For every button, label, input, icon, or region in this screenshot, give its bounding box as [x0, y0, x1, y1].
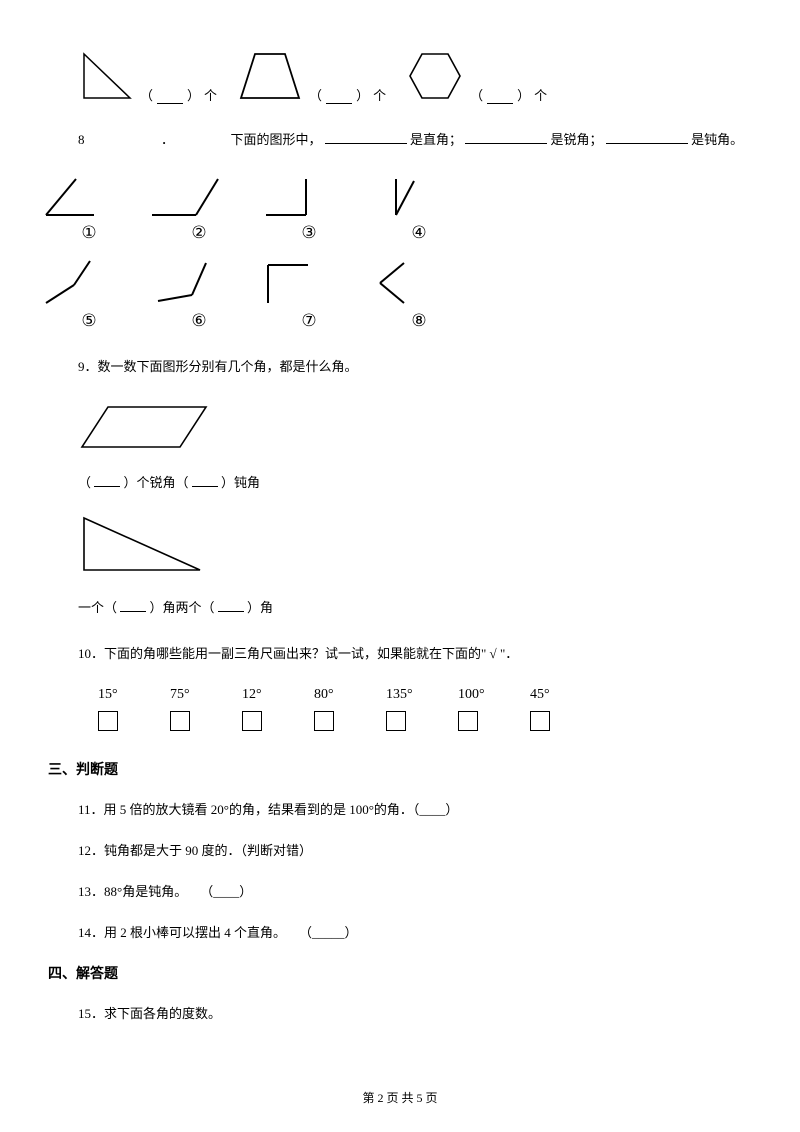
angle-7-icon — [254, 257, 318, 309]
angle-cell-1: ① — [34, 173, 144, 243]
check-box[interactable] — [530, 711, 550, 731]
q13: 13．88°角是钝角。 （____） — [78, 881, 752, 900]
ab-label-3: 80° — [314, 687, 386, 703]
angle-boxes: 15° 75° 12° 80° 135° 100° 45° — [98, 687, 752, 731]
shape-hexagon: （ ） 个 — [404, 48, 547, 104]
parallelogram-wrap — [78, 401, 752, 455]
angle-label-4: ④ — [411, 223, 426, 243]
angle-3-icon — [254, 173, 318, 221]
angle-8-icon — [364, 257, 420, 309]
check-box[interactable] — [242, 711, 262, 731]
blank-underline — [157, 92, 183, 104]
suffix-ge: 个 — [204, 85, 217, 104]
section3-head: 三、判断题 — [48, 759, 752, 779]
paren-open: （ — [309, 85, 322, 104]
angle-cell-3: ③ — [254, 173, 364, 243]
shape-triangle: （ ） 个 — [78, 50, 217, 104]
angle-label-6: ⑥ — [191, 311, 206, 331]
paren-open: （ — [140, 85, 153, 104]
blank-underline — [218, 600, 244, 612]
q8-text2: 是直角； — [410, 132, 462, 147]
angle-4-icon — [364, 173, 424, 221]
q9-l2-a: 一个（ — [78, 600, 117, 615]
q11: 11．用 5 倍的放大镜看 20°的角，结果看到的是 100°的角．（____） — [78, 799, 752, 818]
angle-6-icon — [144, 257, 222, 309]
angle-cell-2: ② — [144, 173, 254, 243]
section4-head: 四、解答题 — [48, 963, 752, 983]
angle-label-1: ① — [81, 223, 96, 243]
parallelogram-icon — [78, 401, 218, 455]
angle-boxes-boxes — [98, 709, 752, 731]
angle-label-7: ⑦ — [301, 311, 316, 331]
page-footer: 第 2 页 共 5 页 — [0, 1089, 800, 1106]
paren-close: ） — [517, 85, 530, 104]
q8-line: 8 ． 下面的图形中， 是直角； 是锐角； 是钝角。 — [78, 128, 752, 151]
ab-label-2: 12° — [242, 687, 314, 703]
q9-line2: 一个（ ）角两个（ ）角 — [78, 596, 752, 619]
q14: 14．用 2 根小棒可以摆出 4 个直角。 （_____） — [78, 922, 752, 941]
check-box[interactable] — [314, 711, 334, 731]
right-triangle2-icon — [78, 512, 208, 578]
q9-line1: （ ）个锐角（ ）钝角 — [78, 471, 752, 494]
check-box[interactable] — [386, 711, 406, 731]
q9-l1-a: （ — [78, 475, 91, 490]
q8-text3: 是锐角； — [551, 132, 603, 147]
paren-close: ） — [187, 85, 200, 104]
q15: 15．求下面各角的度数。 — [78, 1003, 752, 1022]
angle-cell-4: ④ — [364, 173, 474, 243]
angle-label-2: ② — [191, 223, 206, 243]
check-box[interactable] — [98, 711, 118, 731]
angle-label-8: ⑧ — [411, 311, 426, 331]
q9-text: 9．数一数下面图形分别有几个角，都是什么角。 — [78, 355, 752, 378]
angle-5-icon — [34, 257, 104, 309]
q8-dot: ． — [161, 132, 174, 147]
angles-row-1: ① ② ③ ④ — [34, 173, 752, 243]
blank-underline — [120, 600, 146, 612]
trapezoid-icon — [235, 48, 305, 104]
ab-label-6: 45° — [530, 687, 602, 703]
check-box[interactable] — [170, 711, 190, 731]
blank-underline — [487, 92, 513, 104]
check-box[interactable] — [458, 711, 478, 731]
angle-2-icon — [144, 173, 224, 221]
angles-grid: ① ② ③ ④ — [34, 173, 752, 331]
blank-underline — [465, 132, 547, 144]
q8-text1: 下面的图形中， — [231, 132, 322, 147]
angle-label-3: ③ — [301, 223, 316, 243]
blank-underline — [192, 475, 218, 487]
blank-underline — [94, 475, 120, 487]
q9-l2-c: ）角 — [247, 600, 273, 615]
paren-open: （ — [470, 85, 483, 104]
suffix-ge: 个 — [534, 85, 547, 104]
q10-text: 10．下面的角哪些能用一副三角尺画出来？试一试，如果能就在下面的" √ "． — [78, 642, 752, 665]
shape-trapezoid: （ ） 个 — [235, 48, 386, 104]
right-tri-wrap — [78, 512, 752, 578]
q9-l2-b: ）角两个（ — [150, 600, 215, 615]
paren-close: ） — [356, 85, 369, 104]
angle-cell-8: ⑧ — [364, 257, 474, 331]
angle-1-icon — [34, 173, 104, 221]
hexagon-icon — [404, 48, 466, 104]
ab-label-0: 15° — [98, 687, 170, 703]
ab-label-5: 100° — [458, 687, 530, 703]
angle-label-5: ⑤ — [81, 311, 96, 331]
q8-text4: 是钝角。 — [691, 132, 743, 147]
q9-l1-b: ）个锐角（ — [124, 475, 189, 490]
shapes-row: （ ） 个 （ ） 个 （ ） 个 — [78, 48, 752, 104]
angle-boxes-labels: 15° 75° 12° 80° 135° 100° 45° — [98, 687, 752, 703]
ab-label-4: 135° — [386, 687, 458, 703]
angles-row-2: ⑤ ⑥ ⑦ ⑧ — [34, 257, 752, 331]
angle-cell-7: ⑦ — [254, 257, 364, 331]
ab-label-1: 75° — [170, 687, 242, 703]
blank-underline — [606, 132, 688, 144]
q9-l1-c: ）钝角 — [221, 475, 260, 490]
q8-num: 8 — [78, 132, 85, 147]
angle-cell-5: ⑤ — [34, 257, 144, 331]
q12: 12．钝角都是大于 90 度的．（判断对错） — [78, 840, 752, 859]
angle-cell-6: ⑥ — [144, 257, 254, 331]
suffix-ge: 个 — [373, 85, 386, 104]
blank-underline — [325, 132, 407, 144]
blank-underline — [326, 92, 352, 104]
right-triangle-icon — [78, 50, 136, 104]
